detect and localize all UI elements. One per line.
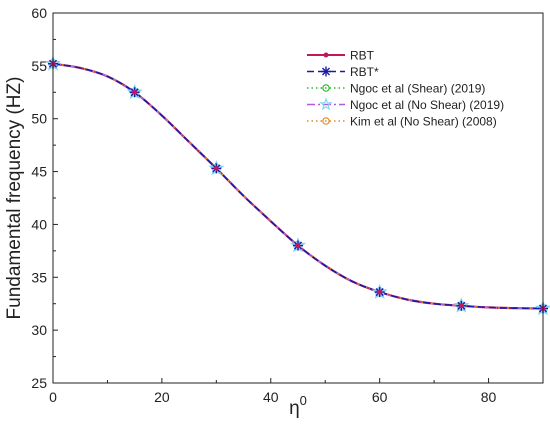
x-tick-label: 20 — [154, 389, 170, 405]
legend-marker-2 — [321, 66, 331, 77]
x-tick-label: 80 — [481, 389, 497, 405]
x-tick-label: 60 — [372, 389, 388, 405]
legend-label-1: RBT — [350, 49, 375, 63]
point-marker-dot — [377, 289, 383, 295]
x-tick-label: 40 — [263, 389, 279, 405]
x-axis-title: η0 — [289, 393, 307, 419]
legend-label-5: Kim et al (No Shear) (2008) — [350, 115, 497, 129]
x-axis-title-superscript: 0 — [300, 393, 307, 408]
y-tick-label: 40 — [31, 216, 47, 232]
plot-area-frame — [52, 12, 544, 384]
legend-label-2: RBT* — [350, 65, 379, 79]
legend-marker-5 — [322, 117, 330, 125]
legend-marker-4 — [319, 97, 333, 111]
y-tick-label: 50 — [31, 111, 47, 127]
y-axis-title: Fundamental frequency (HZ) — [4, 77, 25, 320]
y-tick-label: 55 — [31, 58, 47, 74]
legend: RBT RBT* Ngoc et al (Shear) (2019) Ngoc et … — [307, 49, 504, 129]
y-tick-label: 45 — [31, 164, 47, 180]
point-marker-dot — [213, 165, 219, 171]
legend-marker-3 — [322, 84, 330, 92]
legend-label-4: Ngoc et al (No Shear) (2019) — [350, 98, 504, 112]
point-marker-dot — [295, 243, 301, 249]
point-marker-dot — [458, 303, 464, 309]
point-marker-dot — [132, 89, 138, 95]
x-tick-label: 0 — [49, 389, 57, 405]
y-tick-label: 35 — [31, 269, 47, 285]
y-tick-label: 25 — [31, 375, 47, 391]
legend-marker-1 — [323, 52, 329, 58]
y-tick-label: 30 — [31, 322, 47, 338]
y-tick-label: 60 — [31, 5, 47, 21]
legend-label-3: Ngoc et al (Shear) (2019) — [350, 82, 485, 96]
x-axis-title-symbol: η — [289, 398, 300, 419]
